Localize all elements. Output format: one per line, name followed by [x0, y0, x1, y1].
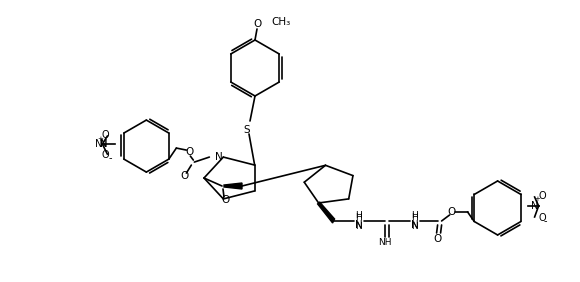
- Text: CH₃: CH₃: [271, 17, 290, 27]
- Text: O: O: [180, 171, 188, 181]
- Text: N: N: [95, 139, 102, 149]
- Text: O: O: [221, 195, 229, 205]
- Text: S: S: [244, 125, 251, 135]
- Text: H: H: [411, 213, 418, 222]
- Text: -: -: [108, 153, 112, 163]
- Polygon shape: [318, 202, 335, 223]
- Polygon shape: [224, 183, 242, 189]
- Text: H
N: H N: [355, 211, 362, 231]
- Text: O: O: [539, 213, 546, 223]
- Text: N: N: [531, 201, 538, 211]
- Text: O: O: [102, 150, 109, 160]
- Text: O: O: [433, 234, 442, 244]
- Text: O: O: [102, 130, 109, 140]
- Text: +: +: [97, 136, 103, 142]
- Text: O: O: [185, 147, 194, 157]
- Text: O: O: [253, 19, 261, 29]
- Text: N: N: [216, 152, 223, 162]
- Text: H: H: [355, 213, 362, 222]
- Text: O: O: [448, 207, 456, 217]
- Text: -: -: [544, 216, 548, 226]
- Text: O: O: [539, 191, 546, 201]
- Text: H
N: H N: [411, 211, 418, 231]
- Text: N: N: [100, 139, 107, 149]
- Text: NH: NH: [378, 239, 392, 248]
- Text: N: N: [355, 220, 362, 230]
- Text: imine: imine: [375, 248, 394, 254]
- Text: +: +: [535, 196, 541, 202]
- Text: N: N: [411, 220, 419, 230]
- Text: N: N: [100, 139, 107, 149]
